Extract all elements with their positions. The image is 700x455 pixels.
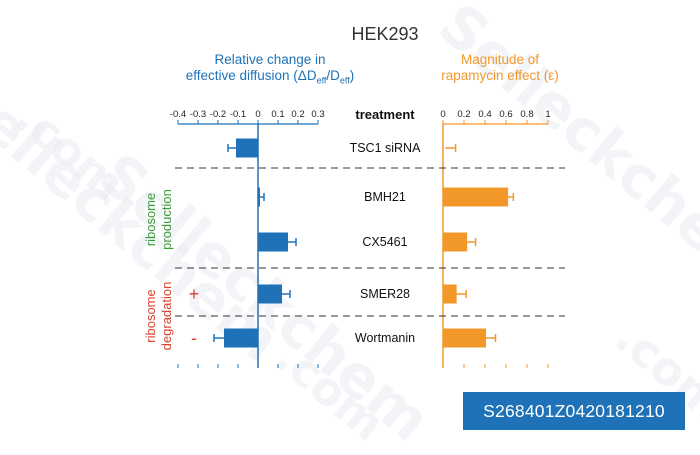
right-x-tick-label: 0.4: [478, 109, 491, 120]
group-label-line2: degradation: [159, 282, 174, 351]
group-dividers: [175, 167, 565, 317]
left-x-tick-label: 0: [255, 109, 260, 120]
left-bar: [258, 232, 288, 252]
catalog-number-badge: S268401Z0420181210: [463, 392, 685, 430]
treatment-label: BMH21: [364, 190, 406, 204]
right-x-tick-label: 0.6: [499, 109, 512, 120]
left-x-tick-label: -0.4: [170, 109, 186, 120]
group-label: ribosome degradation: [143, 282, 174, 351]
right-bar: [443, 328, 487, 348]
treatment-label: CX5461: [362, 235, 407, 249]
left-bar: [236, 138, 258, 158]
right-x-tick-label: 0.2: [457, 109, 470, 120]
chart-title: HEK293: [351, 24, 419, 44]
group-label: ribosome production: [143, 189, 174, 250]
left-panel-title: Relative change in effective diffusion (…: [150, 52, 390, 89]
treatment-header: treatment: [355, 107, 415, 122]
right-bar: [443, 187, 509, 207]
group-label-line1: ribosome: [143, 193, 158, 246]
right-panel-title-line2: rapamycin effect (ε): [441, 68, 559, 83]
group-label-line2: production: [159, 189, 174, 250]
right-x-tick-label: 0: [440, 109, 445, 120]
left-x-tick-label: -0.3: [190, 109, 206, 120]
group-label-line1: ribosome: [143, 289, 158, 342]
left-x-tick-label: -0.2: [210, 109, 226, 120]
left-x-tick-label: 0.1: [271, 109, 284, 120]
left-bar: [258, 187, 260, 207]
right-x-tick-label: 0.8: [520, 109, 533, 120]
left-bar: [224, 328, 258, 348]
right-x-tick-label: 1: [545, 109, 550, 120]
left-bar: [258, 284, 282, 304]
right-bar: [443, 284, 457, 304]
left-x-tick-label: 0.2: [291, 109, 304, 120]
right-panel-title: Magnitude of rapamycin effect (ε): [410, 52, 590, 84]
left-x-tick-label: 0.3: [311, 109, 324, 120]
left-panel-title-line2: effective diffusion (ΔDeff/Deff): [185, 68, 355, 86]
sign-label: +: [189, 284, 200, 304]
treatment-label: SMER28: [360, 287, 410, 301]
row-labels: treatment TSC1 siRNA BMH21 CX5461 SMER28 Wort…: [143, 107, 421, 350]
right-panel-title-line1: Magnitude of: [460, 52, 540, 67]
left-panel-title-line1: Relative change in: [214, 52, 326, 67]
left-bars: [213, 138, 297, 348]
right-bars: [443, 144, 515, 348]
right-bar: [443, 232, 468, 252]
treatment-label: TSC1 siRNA: [350, 141, 422, 155]
left-x-tick-label: -0.1: [230, 109, 246, 120]
sign-label: -: [191, 328, 197, 348]
treatment-label: Wortmanin: [355, 331, 415, 345]
